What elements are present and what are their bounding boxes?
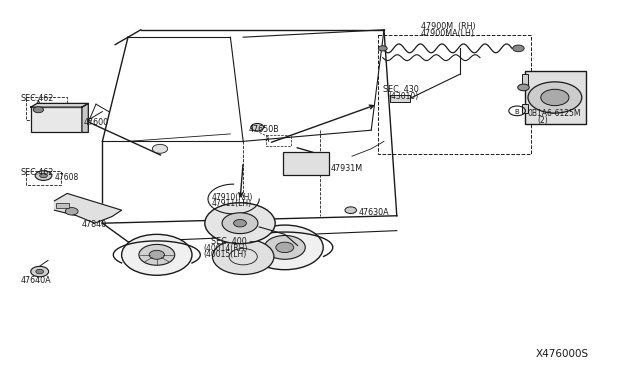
Text: SEC. 430: SEC. 430 xyxy=(383,85,419,94)
Bar xyxy=(266,135,291,146)
Circle shape xyxy=(345,207,356,214)
Bar xyxy=(26,97,67,120)
Polygon shape xyxy=(54,193,122,223)
Bar xyxy=(525,71,586,124)
Circle shape xyxy=(528,82,582,113)
Text: SEC.462: SEC.462 xyxy=(20,94,54,103)
Circle shape xyxy=(139,244,175,265)
Circle shape xyxy=(205,203,275,244)
Circle shape xyxy=(513,45,524,52)
Bar xyxy=(390,95,410,102)
Text: 47840: 47840 xyxy=(82,220,107,229)
Polygon shape xyxy=(31,103,88,107)
Text: 47900M  (RH): 47900M (RH) xyxy=(421,22,476,31)
Text: X476000S: X476000S xyxy=(536,349,589,359)
Text: 47640A: 47640A xyxy=(20,276,51,285)
Bar xyxy=(522,104,528,113)
Text: SEC. 400 —: SEC. 400 — xyxy=(211,237,257,246)
Circle shape xyxy=(65,208,78,215)
Text: 47900MA(LH): 47900MA(LH) xyxy=(421,29,475,38)
Circle shape xyxy=(378,46,387,51)
Circle shape xyxy=(234,219,246,227)
Bar xyxy=(56,203,69,208)
Text: 47910(RH): 47910(RH) xyxy=(211,193,253,202)
Text: (40015(LH): (40015(LH) xyxy=(204,250,247,259)
Circle shape xyxy=(31,266,49,277)
Circle shape xyxy=(246,225,323,270)
Circle shape xyxy=(36,269,44,274)
Text: B: B xyxy=(515,109,519,115)
Circle shape xyxy=(541,89,569,106)
Circle shape xyxy=(35,171,52,180)
Text: 47608: 47608 xyxy=(54,173,79,182)
Circle shape xyxy=(149,250,164,259)
Text: 47650B: 47650B xyxy=(248,125,279,134)
Text: 47600: 47600 xyxy=(83,118,108,127)
Polygon shape xyxy=(82,103,88,132)
Circle shape xyxy=(33,107,44,113)
Bar xyxy=(378,35,531,154)
Circle shape xyxy=(518,84,529,91)
Circle shape xyxy=(264,235,305,259)
Text: 47911(LH): 47911(LH) xyxy=(211,199,252,208)
Text: (2): (2) xyxy=(538,116,548,125)
Circle shape xyxy=(152,144,168,153)
Circle shape xyxy=(222,213,258,234)
Text: SEC.462: SEC.462 xyxy=(20,168,54,177)
Circle shape xyxy=(40,173,47,178)
Bar xyxy=(522,74,528,87)
Bar xyxy=(26,171,61,185)
Circle shape xyxy=(122,234,192,275)
Circle shape xyxy=(276,242,294,253)
Text: (43010): (43010) xyxy=(388,92,419,101)
Bar xyxy=(31,107,82,132)
Text: 47931M: 47931M xyxy=(331,164,363,173)
Circle shape xyxy=(251,124,264,131)
Text: (40014(RH): (40014(RH) xyxy=(204,244,248,253)
Circle shape xyxy=(212,239,274,275)
Text: 0B1A6-6125M: 0B1A6-6125M xyxy=(527,109,581,118)
Text: 47630A: 47630A xyxy=(358,208,389,217)
Bar xyxy=(283,152,329,175)
